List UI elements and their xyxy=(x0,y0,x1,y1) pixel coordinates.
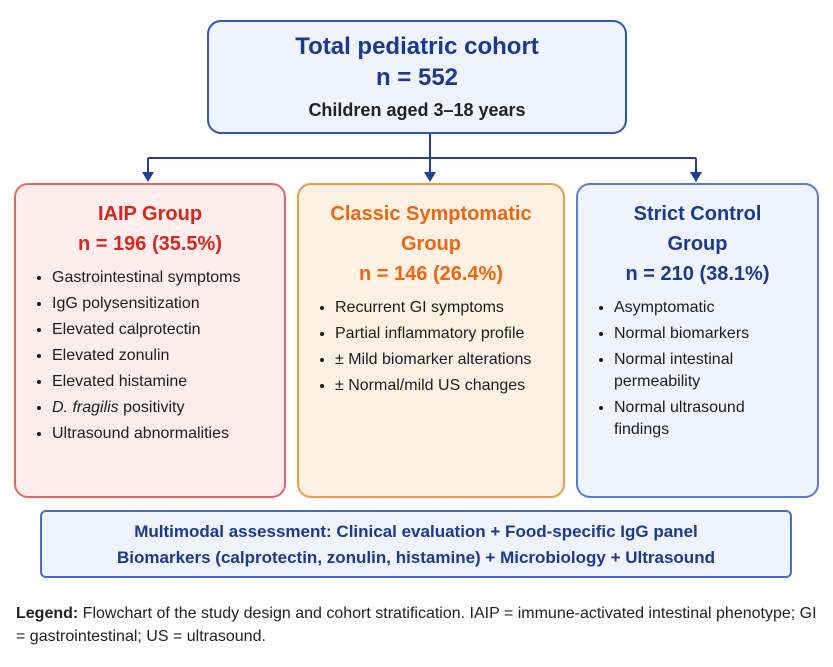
classic-group-box: Classic Symptomatic Group n = 146 (26.4%… xyxy=(297,183,565,498)
list-item: Normal intestinal permeability xyxy=(614,349,803,393)
list-item: Normal biomarkers xyxy=(614,323,803,345)
iaip-criteria-list: Gastrointestinal symptoms IgG polysensit… xyxy=(30,267,270,445)
cohort-subtitle: Children aged 3–18 years xyxy=(308,100,526,120)
list-item: Elevated zonulin xyxy=(52,345,270,367)
arrowhead-right xyxy=(690,172,702,182)
list-item: Gastrointestinal symptoms xyxy=(52,267,270,289)
multimodal-line2: Biomarkers (calprotectin, zonulin, hista… xyxy=(117,548,715,567)
list-item: ± Mild biomarker alterations xyxy=(335,349,549,371)
organism-name: D. fragilis xyxy=(52,399,119,416)
list-item: Elevated histamine xyxy=(52,371,270,393)
classic-group-count: n = 146 (26.4%) xyxy=(359,263,503,285)
list-item: Elevated calprotectin xyxy=(52,319,270,341)
list-item: D. fragilis positivity xyxy=(52,397,270,419)
control-group-count: n = 210 (38.1%) xyxy=(625,263,770,285)
control-group-title-line1: Strict Control xyxy=(633,203,762,225)
multimodal-assessment-box: Multimodal assessment: Clinical evaluati… xyxy=(40,510,792,578)
iaip-group-count: n = 196 (35.5%) xyxy=(78,233,222,255)
cohort-box: Total pediatric cohort n = 552 Children … xyxy=(207,20,627,134)
control-group-box: Strict Control Group n = 210 (38.1%) Asy… xyxy=(576,183,819,498)
list-item: Recurrent GI symptoms xyxy=(335,297,549,319)
classic-group-title-line1: Classic Symptomatic xyxy=(330,203,532,225)
list-item: IgG polysensitization xyxy=(52,293,270,315)
list-item: ± Normal/mild US changes xyxy=(335,375,549,397)
figure-legend: Legend: Flowchart of the study design an… xyxy=(16,602,821,648)
legend-label: Legend: xyxy=(16,605,79,622)
arrowhead-mid xyxy=(424,172,436,182)
control-group-title-line2: Group xyxy=(667,233,728,255)
legend-text: Flowchart of the study design and cohort… xyxy=(16,605,817,645)
cohort-title: Total pediatric cohort xyxy=(295,33,539,60)
list-item: Normal ultrasound findings xyxy=(614,397,803,441)
cohort-count: n = 552 xyxy=(375,64,459,91)
list-item: Ultrasound abnormalities xyxy=(52,423,270,445)
arrowhead-left xyxy=(142,172,154,182)
organism-rest: positivity xyxy=(118,399,185,416)
classic-group-title-line2: Group xyxy=(401,233,461,255)
iaip-group-box: IAIP Group n = 196 (35.5%) Gastrointesti… xyxy=(14,183,286,498)
classic-criteria-list: Recurrent GI symptoms Partial inflammato… xyxy=(313,297,549,397)
list-item: Partial inflammatory profile xyxy=(335,323,549,345)
iaip-group-title: IAIP Group xyxy=(97,203,203,225)
control-criteria-list: Asymptomatic Normal biomarkers Normal in… xyxy=(592,297,803,441)
multimodal-line1: Multimodal assessment: Clinical evaluati… xyxy=(134,522,698,541)
list-item: Asymptomatic xyxy=(614,297,803,319)
